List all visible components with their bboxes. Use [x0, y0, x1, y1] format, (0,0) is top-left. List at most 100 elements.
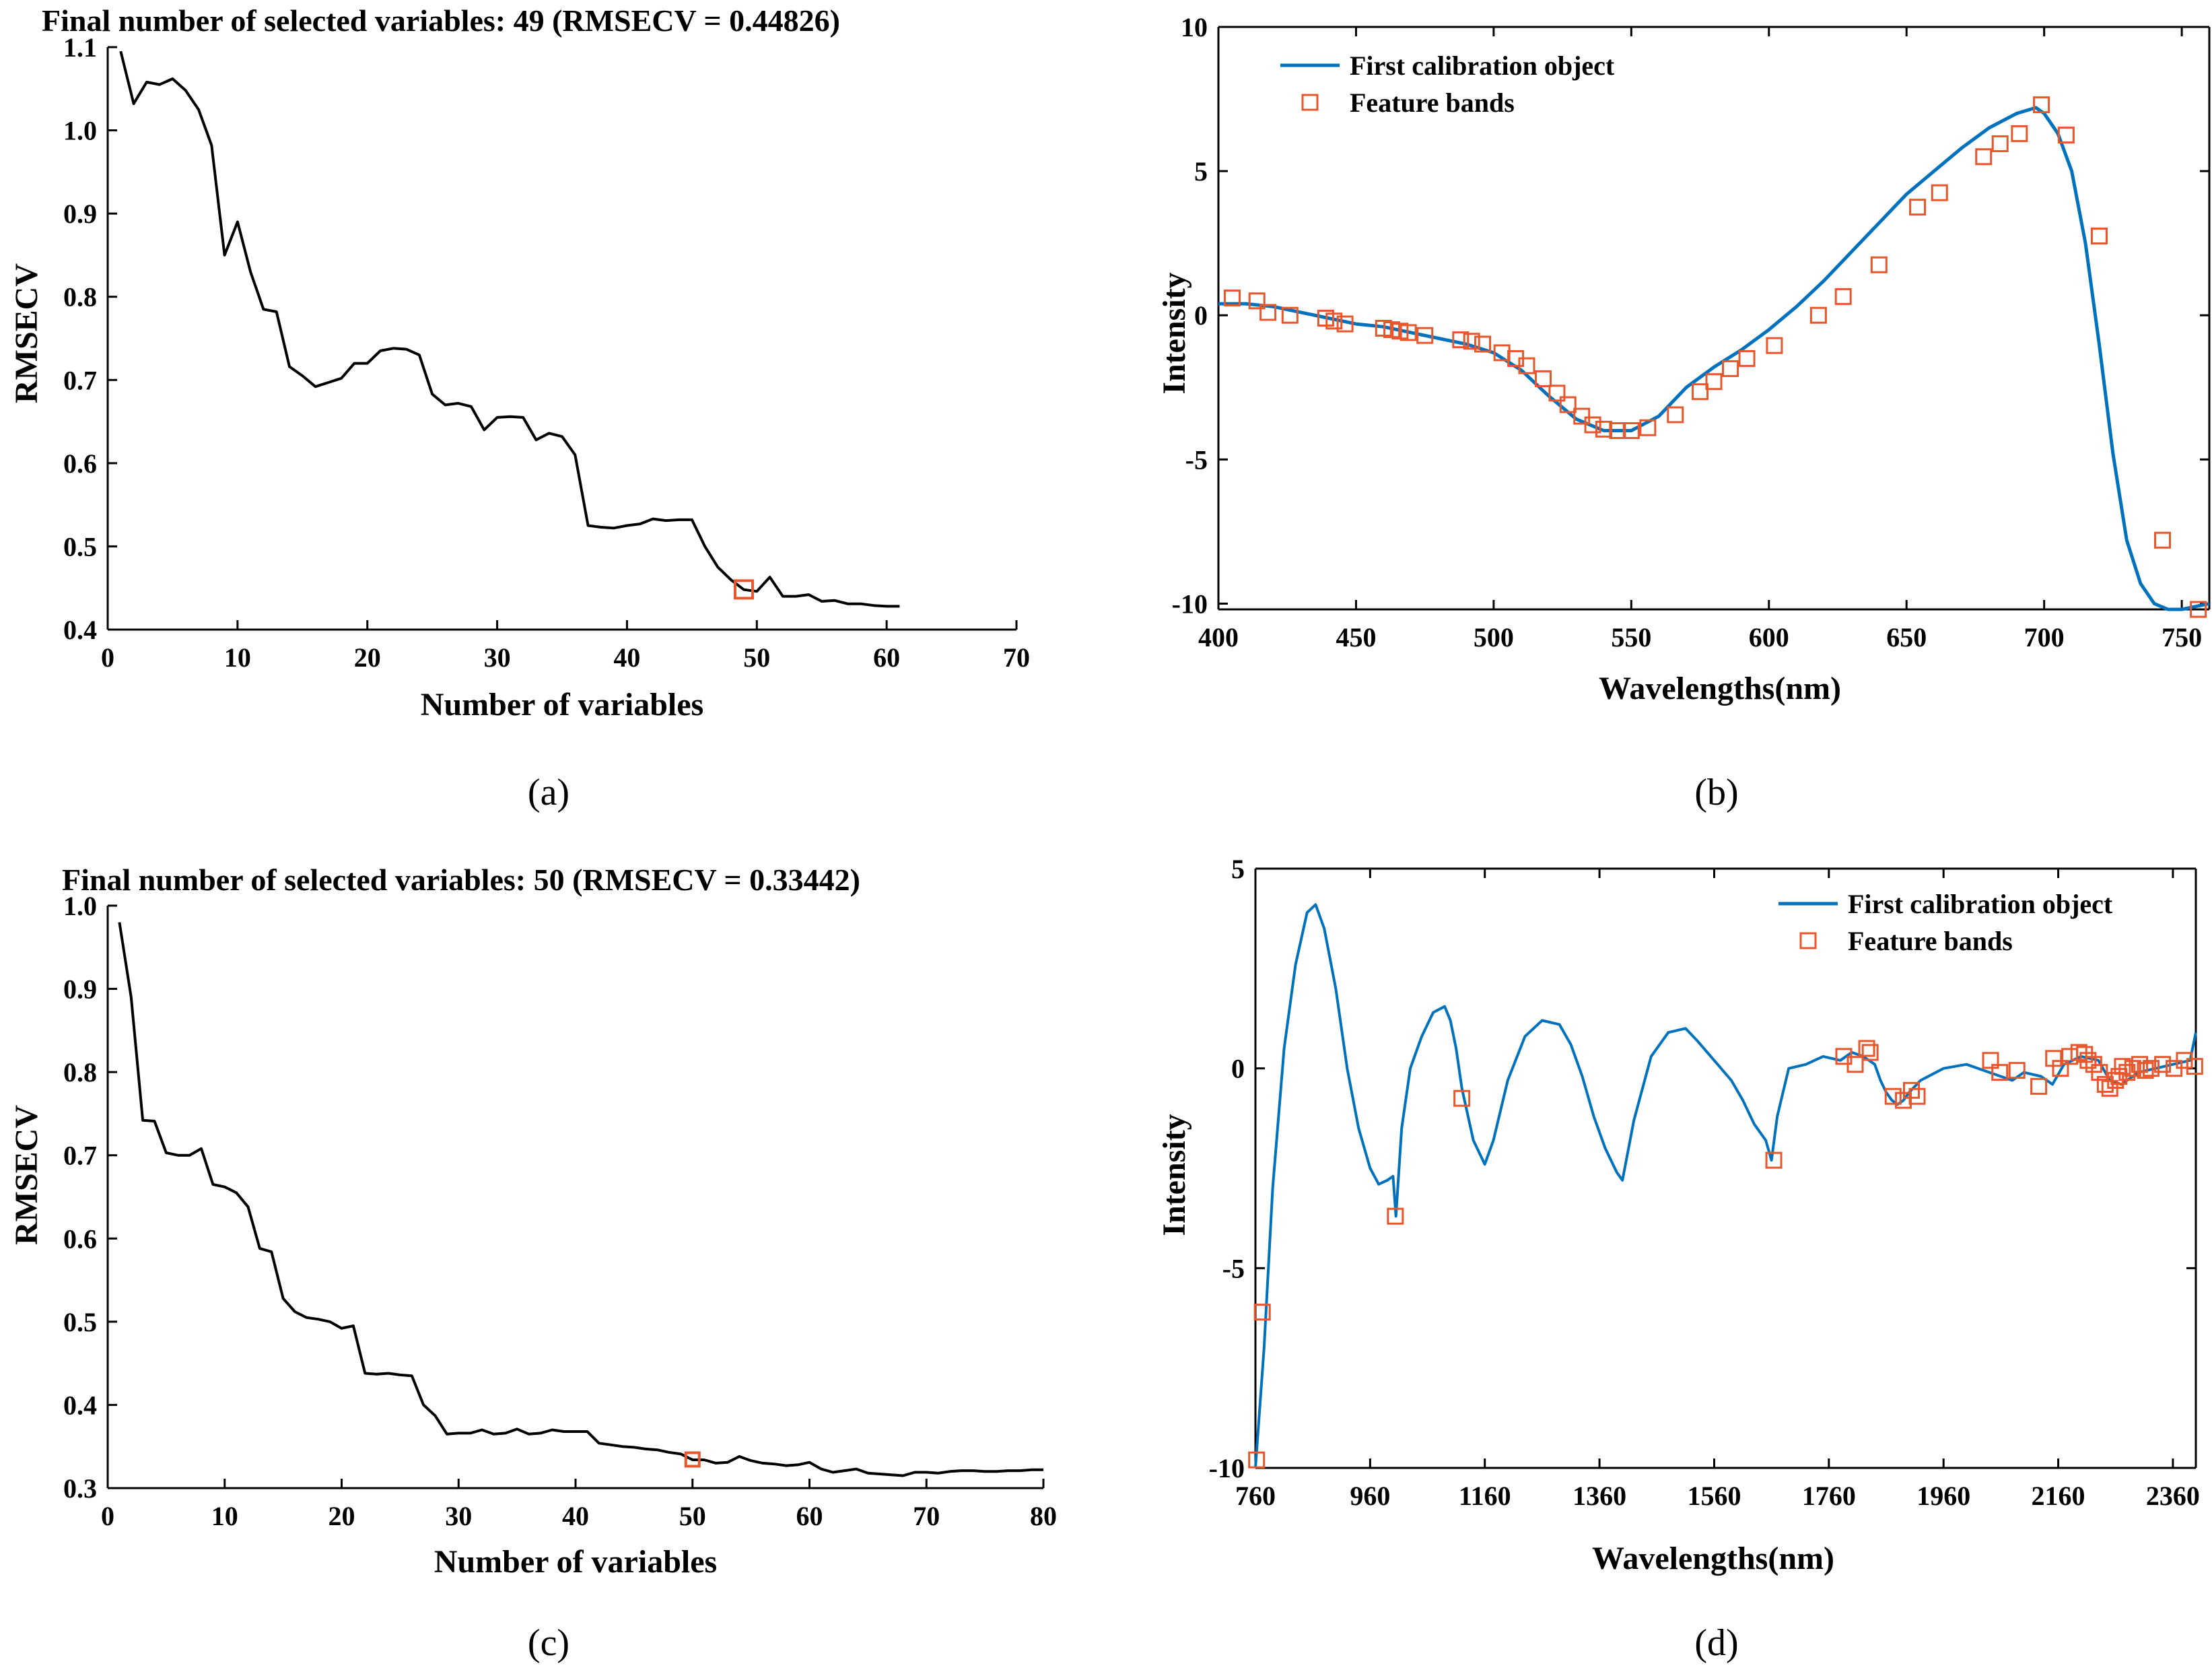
panel-c-xtick-label: 30 [445, 1501, 472, 1531]
panel-b-feature-band-marker [1493, 344, 1511, 362]
panel-c-ytick-label: 0.9 [63, 974, 97, 1005]
panel-d-feature-band-marker [2079, 1052, 2097, 1069]
panel-b: 400 450 500 550 600 650 700 750 -10 -5 0 5 10 First … [1156, 12, 2211, 813]
panel-b-feature-band-marker [1325, 312, 1343, 330]
panel-a: Final number of selected variables: 49 (… [9, 3, 1030, 813]
panel-c-plot: 0 10 20 30 40 50 60 70 80 0.3 0.4 0.5 0.6 0.7 0.8 0.9 1.… [63, 891, 1057, 1531]
panel-c-xtick-label: 20 [329, 1501, 355, 1531]
panel-a-xtick-label: 10 [224, 642, 251, 673]
panel-b-xtick-label: 450 [1336, 622, 1376, 652]
panel-d-feature-band-marker [1846, 1056, 1864, 1073]
panel-b-ytick-label: -10 [1172, 589, 1208, 619]
panel-d-legend-line-label: First calibration object [1848, 889, 2113, 919]
panel-c-xtick-label: 0 [101, 1501, 114, 1531]
panel-d-ytick-label: -5 [1222, 1253, 1245, 1283]
panel-b-feature-band-marker [1595, 420, 1612, 438]
panel-b-letter: (b) [1694, 772, 1738, 813]
panel-b-feature-band-marker [1474, 335, 1492, 353]
panel-d-legend-marker-label: Feature bands [1848, 926, 2013, 956]
panel-d-plot: 760 960 1160 1360 1560 1760 1960 2160 2360 -10 -5 0… [1209, 854, 2203, 1511]
panel-b-feature-band-marker [1705, 373, 1723, 391]
panel-b-xtick-label: 600 [1749, 622, 1789, 652]
panel-c-ytick-label: 0.4 [63, 1390, 97, 1420]
panel-d-feature-band-marker [2091, 1064, 2108, 1081]
panel-a-title: Final number of selected variables: 49 (… [42, 3, 840, 38]
panel-d-legend-marker [1799, 932, 1817, 949]
panel-b-feature-band-marker [1259, 304, 1277, 321]
panel-b-feature-band-marker [2090, 227, 2108, 244]
panel-c-ytick-label: 1.0 [63, 891, 97, 921]
panel-b-legend-marker-label: Feature bands [1350, 88, 1515, 118]
panel-b-legend: First calibration object Feature bands [1280, 51, 1615, 118]
panel-b-xlabel: Wavelengths(nm) [1599, 671, 1841, 706]
panel-d-legend: First calibration object Feature bands [1778, 889, 2113, 956]
panel-d-ytick-label: -10 [1209, 1453, 1245, 1483]
panel-b-feature-band-marker [1463, 333, 1480, 350]
panel-b-feature-band-marker [1931, 184, 1948, 201]
panel-a-xtick-label: 0 [101, 642, 114, 673]
panel-c-xtick-label: 10 [211, 1501, 238, 1531]
panel-b-feature-band-marker [1870, 256, 1888, 273]
panel-d-feature-band-marker [2008, 1062, 2026, 1079]
panel-d-xtick-label: 2160 [2032, 1481, 2085, 1511]
panel-a-ytick-label: 1.0 [63, 116, 97, 146]
panel-b-feature-band-marker [1909, 199, 1927, 216]
panel-b-ytick-label: -5 [1185, 444, 1208, 475]
panel-d-feature-band-marker [1982, 1052, 1999, 1069]
panel-b-legend-marker [1301, 94, 1319, 111]
panel-b-feature-band-marker [1738, 349, 1756, 367]
panel-c-xtick-label: 70 [913, 1501, 940, 1531]
panel-b-feature-band-marker [2033, 96, 2050, 114]
panel-d-letter: (d) [1694, 1622, 1738, 1664]
panel-b-feature-band-marker [2153, 531, 2171, 549]
panel-b-feature-band-marker [1399, 324, 1417, 341]
panel-b-feature-band-marker [2011, 125, 2028, 142]
panel-a-ytick-label: 0.8 [63, 282, 97, 312]
panel-c: Final number of selected variables: 50 (… [9, 863, 1057, 1664]
panel-b-feature-band-marker [1559, 396, 1577, 413]
panel-d-series-line [1254, 903, 2197, 1469]
panel-b-ylabel: Intensity [1156, 272, 1192, 394]
panel-b-feature-band-marker [1975, 148, 1993, 166]
panel-b-feature-band-marker [2190, 601, 2207, 618]
panel-c-xtick-label: 80 [1030, 1501, 1057, 1531]
panel-a-ytick-label: 0.9 [63, 199, 97, 229]
panel-c-ytick-label: 0.7 [63, 1141, 97, 1171]
panel-b-xtick-label: 550 [1611, 622, 1651, 652]
panel-b-feature-band-marker [1223, 290, 1241, 307]
panel-b-feature-band-marker [1548, 384, 1566, 402]
panel-d-xlabel: Wavelengths(nm) [1592, 1541, 1834, 1576]
panel-a-xtick-label: 50 [743, 642, 770, 673]
panel-d-feature-band-marker [1902, 1081, 1920, 1099]
panel-b-ytick-label: 10 [1181, 12, 1208, 42]
panel-d-feature-band-marker [1253, 1304, 1271, 1321]
panel-b-feature-band-marker [1416, 327, 1434, 344]
panel-b-ytick-label: 0 [1194, 300, 1208, 331]
panel-c-xtick-label: 40 [562, 1501, 589, 1531]
panel-d-feature-band-marker [1858, 1040, 1875, 1057]
panel-d-xtick-label: 1560 [1687, 1481, 1741, 1511]
panel-b-feature-band-marker [1573, 407, 1591, 425]
panel-c-ylabel: RMSECV [9, 1105, 44, 1245]
panel-d-feature-band-marker [2052, 1060, 2069, 1077]
panel-d-xtick-label: 1360 [1572, 1481, 1626, 1511]
panel-a-selected-marker [734, 579, 754, 600]
panel-b-feature-band-marker [1534, 370, 1552, 387]
panel-d-ytick-label: 0 [1231, 1054, 1245, 1084]
panel-d-feature-band-marker [1861, 1044, 1879, 1061]
panel-d-xtick-label: 1960 [1916, 1481, 1970, 1511]
panel-a-xtick-label: 70 [1003, 642, 1030, 673]
panel-b-feature-band-marker [1609, 422, 1626, 440]
panel-d-xtick-label: 1160 [1459, 1481, 1511, 1511]
panel-d-feature-band-marker [2131, 1056, 2149, 1073]
panel-d-feature-band-marker [1387, 1207, 1404, 1225]
panel-d-feature-band-marker [2114, 1058, 2131, 1075]
panel-d-feature-band-marker [2076, 1046, 2094, 1063]
panel-b-feature-band-marker [1766, 337, 1783, 354]
panel-d-ylabel: Intensity [1156, 1114, 1192, 1236]
panel-b-feature-band-marker [1667, 406, 1684, 424]
panel-c-ytick-label: 0.3 [63, 1473, 97, 1504]
panel-d-feature-band-marker [2030, 1077, 2048, 1095]
panel-b-feature-band-marker [1722, 360, 1739, 377]
panel-b-feature-band-marker [1809, 306, 1827, 324]
